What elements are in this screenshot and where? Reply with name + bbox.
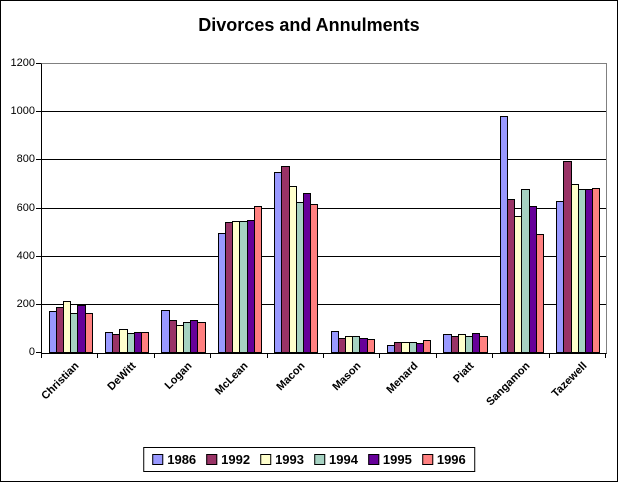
- legend-label-1994: 1994: [329, 452, 358, 467]
- legend: 1986 1992 1993 1994 1995 1996: [143, 447, 475, 472]
- y-tick-label-800: 800: [16, 153, 35, 166]
- legend-item-1986: 1986: [152, 452, 196, 467]
- bar-dewitt-1996: [141, 332, 150, 353]
- x-tick-mark: [379, 353, 381, 358]
- y-tick-label-400: 400: [16, 249, 35, 262]
- x-tick-mark: [210, 353, 212, 358]
- gridline-1000: [42, 111, 606, 113]
- legend-swatch-1996: [421, 454, 433, 465]
- legend-swatch-1993: [260, 454, 272, 465]
- x-tick-mark: [435, 353, 437, 358]
- y-tick-mark: [36, 111, 41, 113]
- x-tick-mark: [41, 353, 42, 358]
- y-tick-mark: [36, 255, 41, 257]
- y-tick-label-600: 600: [16, 201, 35, 214]
- y-tick-label-200: 200: [16, 297, 35, 310]
- bar-tazewell-1996: [592, 188, 601, 353]
- gridline-400: [42, 255, 606, 257]
- legend-label-1995: 1995: [382, 452, 412, 467]
- legend-label-1986: 1986: [167, 452, 197, 467]
- y-tick-mark: [36, 63, 41, 64]
- legend-label-1992: 1992: [221, 452, 251, 467]
- chart-title: Divorces and Annulments: [198, 15, 420, 35]
- x-tick-mark: [323, 353, 324, 358]
- bar-menard-1996: [423, 340, 432, 353]
- x-tick-mark: [605, 353, 606, 358]
- gridline-600: [42, 207, 606, 209]
- bar-christian-1996: [84, 313, 93, 353]
- legend-item-1996: 1996: [421, 452, 466, 467]
- y-tick-mark: [36, 352, 41, 353]
- legend-item-1993: 1993: [260, 452, 304, 467]
- legend-item-1992: 1992: [206, 452, 250, 467]
- gridline-800: [42, 159, 606, 161]
- y-tick-mark: [36, 159, 41, 161]
- legend-item-1994: 1994: [314, 452, 358, 467]
- legend-swatch-1986: [152, 454, 164, 465]
- gridline-200: [42, 303, 606, 305]
- y-tick-label-1200: 1200: [10, 57, 35, 69]
- x-tick-mark: [97, 353, 99, 358]
- legend-swatch-1994: [314, 454, 325, 465]
- bar-mason-1996: [366, 339, 375, 353]
- bar-mclean-1996: [253, 206, 262, 353]
- legend-swatch-1995: [367, 454, 379, 465]
- legend-swatch-1992: [206, 454, 218, 465]
- bar-logan-1996: [197, 322, 206, 353]
- x-tick-mark: [548, 353, 550, 358]
- x-tick-mark: [153, 353, 155, 358]
- y-tick-mark: [36, 207, 41, 209]
- plot-area: [41, 63, 607, 354]
- y-tick-label-1000: 1000: [10, 105, 35, 118]
- y-tick-label-0: 0: [28, 346, 35, 358]
- legend-label-1993: 1993: [275, 452, 304, 467]
- x-tick-mark: [266, 353, 268, 358]
- x-tick-mark: [492, 353, 494, 358]
- bar-sangamon-1996: [535, 234, 544, 353]
- legend-item-1995: 1995: [367, 452, 412, 467]
- legend-label-1996: 1996: [436, 452, 466, 467]
- y-tick-mark: [36, 303, 41, 305]
- bar-macon-1996: [310, 204, 319, 353]
- bar-piatt-1996: [479, 336, 488, 353]
